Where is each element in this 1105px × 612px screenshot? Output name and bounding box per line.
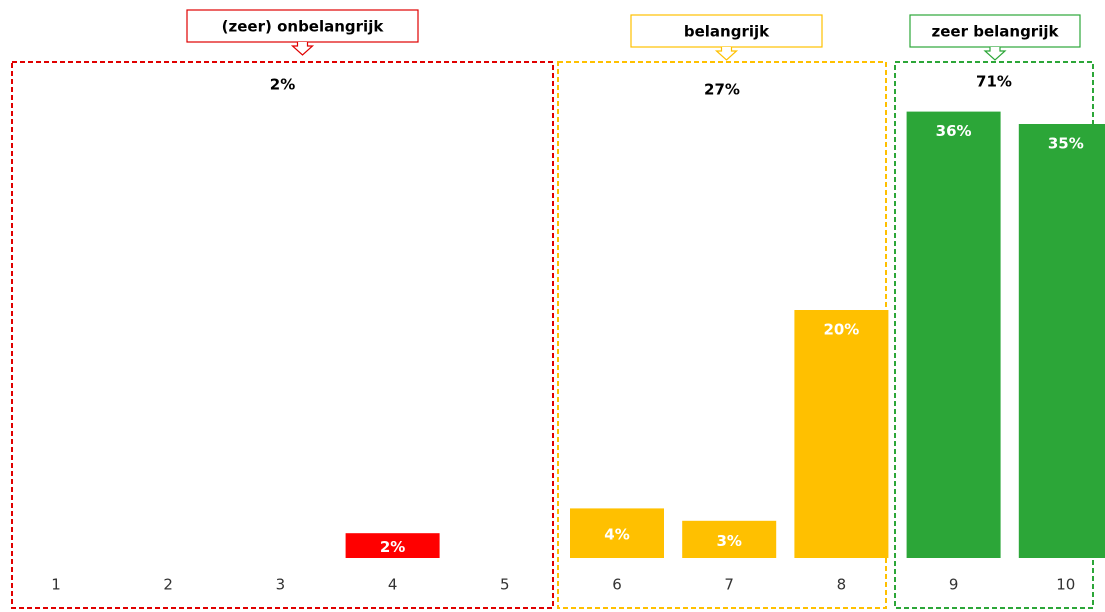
group-label: zeer belangrijk	[932, 23, 1060, 41]
value-label: 20%	[823, 321, 859, 339]
bar	[794, 310, 889, 558]
bar	[345, 533, 440, 558]
x-tick-label: 9	[949, 576, 959, 594]
x-tick-label: 1	[51, 576, 61, 594]
x-tick-label: 2	[163, 576, 173, 594]
value-label: 36%	[936, 122, 972, 140]
bar	[682, 520, 777, 558]
value-label: 2%	[380, 538, 405, 556]
group-header	[630, 14, 823, 48]
group-box	[894, 61, 1094, 609]
group-total: 27%	[704, 81, 740, 99]
x-tick-label: 8	[837, 576, 847, 594]
header-arrow	[290, 42, 315, 56]
bar	[1018, 124, 1105, 558]
value-label: 35%	[1048, 135, 1084, 153]
x-tick-label: 10	[1056, 576, 1075, 594]
x-tick-label: 7	[724, 576, 734, 594]
x-tick-label: 6	[612, 576, 622, 594]
group-box	[11, 61, 554, 609]
group-label: belangrijk	[684, 23, 770, 41]
x-tick-label: 5	[500, 576, 510, 594]
bar	[906, 111, 1001, 558]
x-tick-label: 3	[276, 576, 286, 594]
value-label: 4%	[604, 526, 629, 544]
header-arrow	[714, 47, 739, 61]
x-tick-label: 4	[388, 576, 398, 594]
value-label: 3%	[716, 532, 741, 550]
group-header	[186, 9, 419, 43]
group-header	[909, 14, 1081, 48]
group-total: 2%	[270, 76, 295, 94]
header-arrow	[983, 47, 1007, 61]
bar	[570, 508, 664, 558]
group-total: 71%	[976, 73, 1012, 91]
group-label: (zeer) onbelangrijk	[222, 18, 385, 36]
